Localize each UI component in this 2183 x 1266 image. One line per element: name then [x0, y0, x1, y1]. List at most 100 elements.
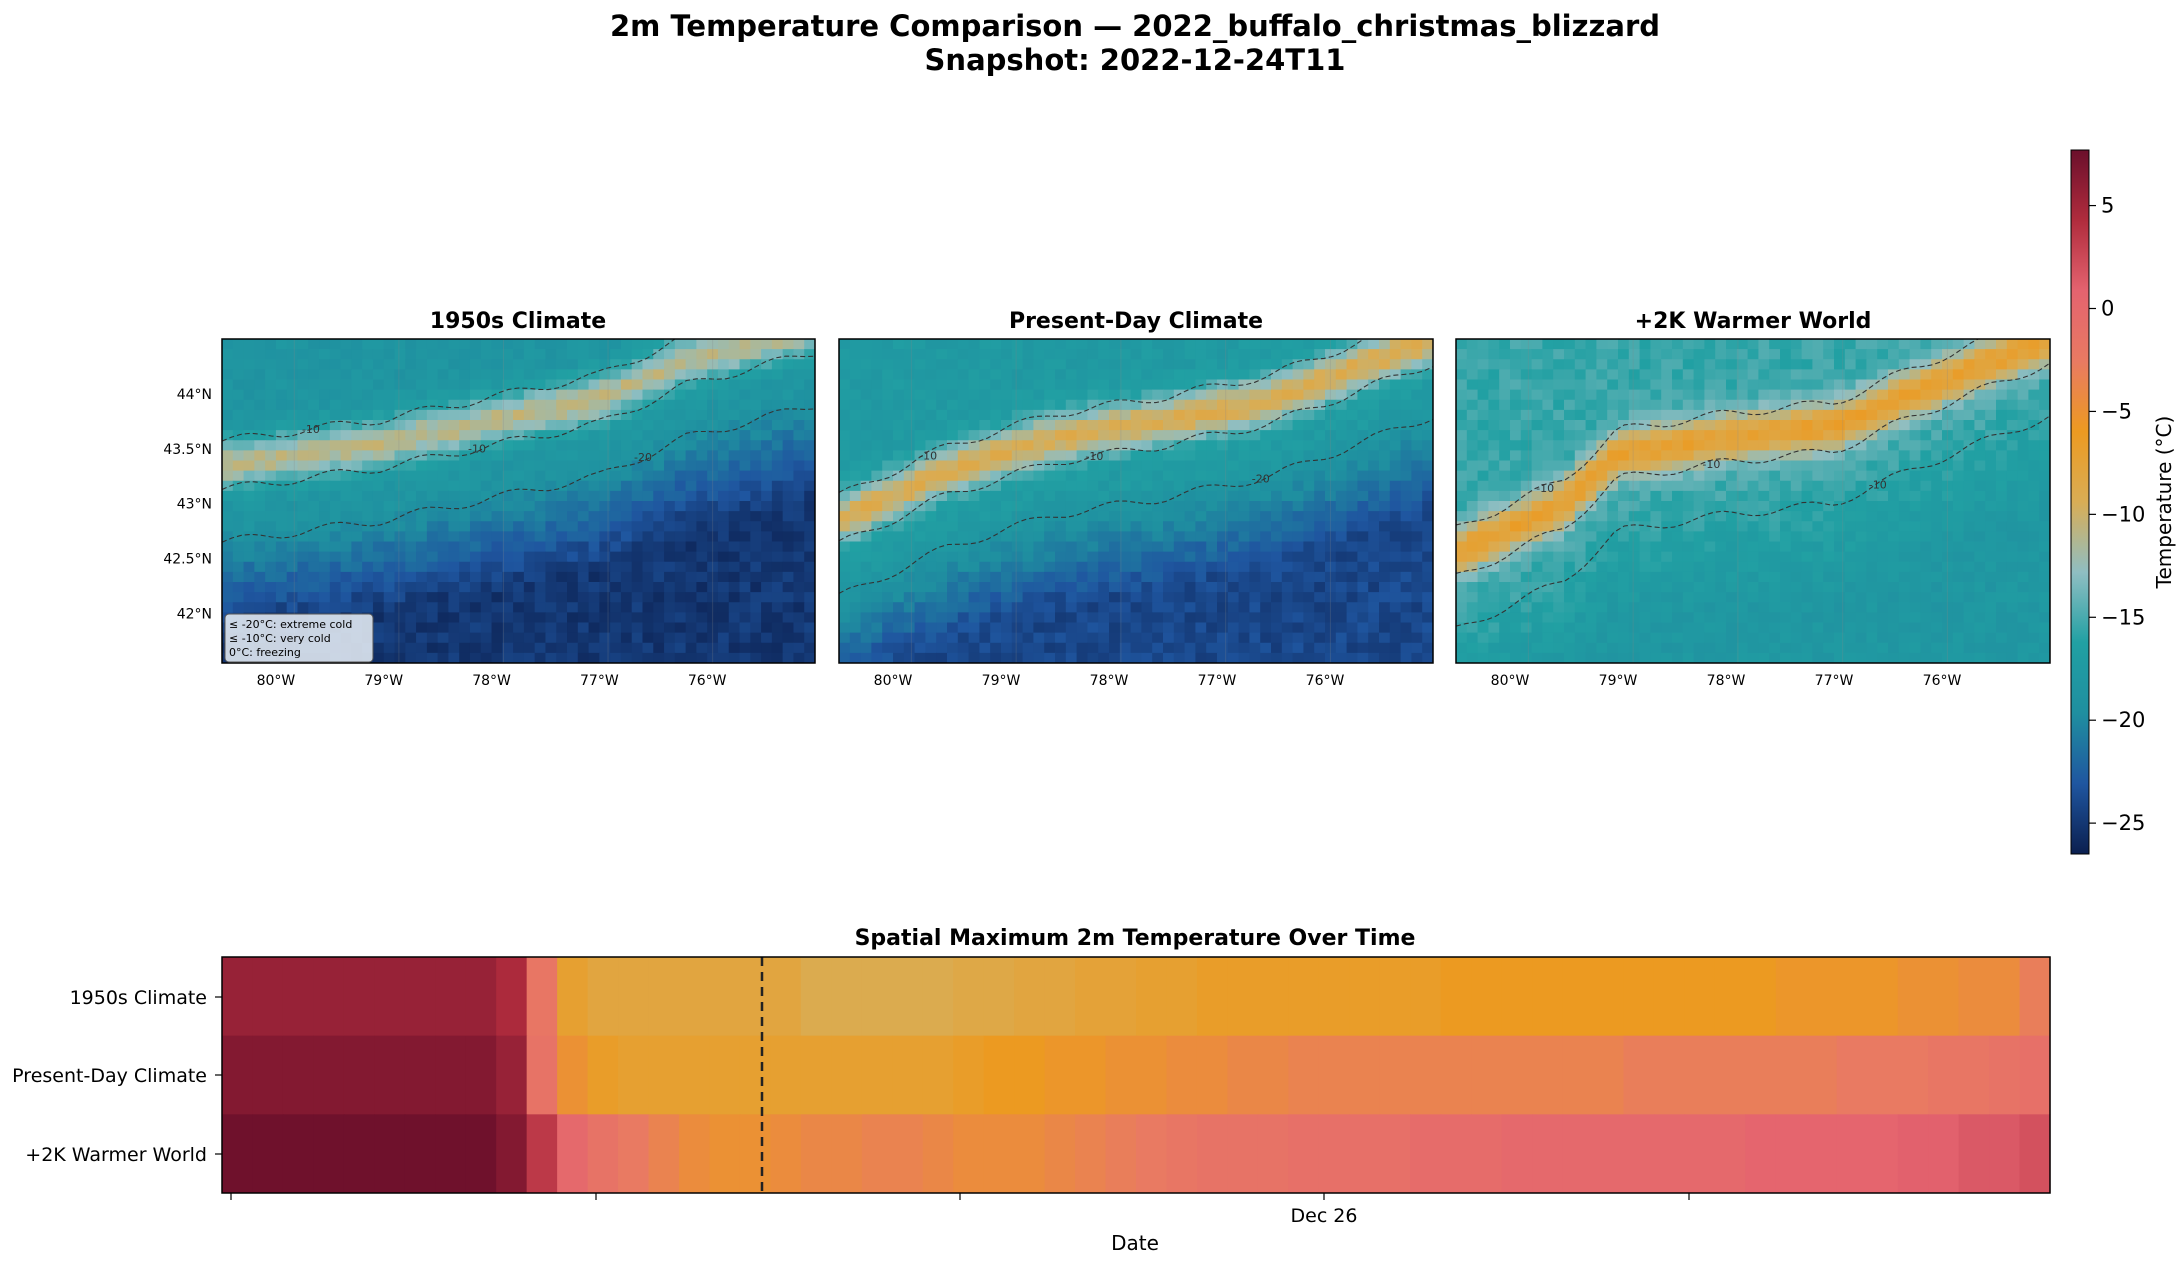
field-cell [1389, 642, 1402, 654]
field-cell [1985, 450, 1997, 462]
field-cell [1098, 359, 1110, 370]
field-cell [1130, 369, 1142, 381]
field-cell [631, 622, 644, 634]
field-cell [1184, 399, 1196, 411]
field-cell [1898, 582, 1911, 593]
field-cell [243, 339, 255, 350]
field-cell [1628, 420, 1641, 431]
field-cell [1346, 399, 1358, 411]
field-cell [340, 592, 352, 603]
field-cell [1801, 592, 1813, 603]
field-cell [957, 541, 970, 553]
field-cell [1844, 501, 1857, 512]
field-cell [1920, 551, 1932, 563]
field-cell [448, 349, 460, 360]
field-cell [642, 490, 654, 502]
field-cell [459, 561, 471, 573]
field-cell [577, 450, 590, 462]
field-cell [1542, 571, 1554, 583]
field-cell [1607, 399, 1619, 411]
field-cell [750, 632, 762, 644]
field-cell [1823, 480, 1835, 492]
field-cell [947, 582, 959, 593]
field-cell [1996, 399, 2008, 411]
field-cell [620, 490, 633, 502]
field-cell [979, 602, 991, 613]
field-cell [254, 450, 266, 462]
field-cell [513, 541, 525, 553]
field-cell [968, 642, 980, 654]
field-cell [534, 420, 547, 431]
field-cell [1130, 399, 1142, 411]
field-cell [1888, 430, 1900, 441]
field-cell [1574, 399, 1587, 411]
field-cell [860, 359, 872, 370]
field-cell [1130, 582, 1142, 593]
field-cell [556, 460, 568, 472]
field-cell [1217, 450, 1229, 462]
field-cell [1141, 592, 1153, 603]
field-cell [286, 602, 299, 613]
field-cell [728, 561, 741, 573]
field-cell [1076, 389, 1088, 401]
field-cell [1379, 592, 1391, 603]
field-cell [394, 632, 406, 644]
field-cell [426, 339, 439, 350]
field-cell [383, 531, 396, 543]
field-cell [448, 470, 460, 482]
field-cell [577, 379, 590, 391]
field-cell [914, 602, 926, 613]
field-cell [556, 359, 568, 370]
field-cell [1898, 501, 1911, 512]
field-cell [1704, 379, 1716, 391]
field-cell [599, 531, 611, 543]
field-cell [1281, 582, 1294, 593]
field-cell [2028, 409, 2040, 421]
field-cell [793, 440, 805, 451]
field-cell [1607, 450, 1619, 462]
field-cell [1801, 490, 1813, 502]
map-x-tick-label: 79°W [982, 673, 1021, 689]
field-cell [2017, 359, 2029, 370]
field-cell [1952, 571, 1965, 583]
field-cell [545, 480, 557, 492]
field-cell [297, 470, 309, 482]
field-cell [1920, 480, 1932, 492]
field-cell [1920, 521, 1932, 532]
field-cell [1184, 339, 1196, 350]
field-cell [1456, 349, 1468, 360]
field-cell [1022, 440, 1034, 451]
field-cell [297, 369, 309, 381]
field-cell [1217, 531, 1229, 543]
field-cell [914, 622, 926, 634]
field-cell [1866, 460, 1878, 472]
field-cell [1780, 592, 1792, 603]
field-cell [1357, 531, 1369, 543]
field-cell [1704, 490, 1716, 502]
field-cell [968, 440, 980, 451]
field-cell [1542, 531, 1554, 543]
contour-label: -10 [468, 443, 486, 456]
field-cell [513, 612, 525, 624]
field-cell [1456, 359, 1468, 370]
field-cell [545, 359, 557, 370]
field-cell [567, 430, 579, 441]
field-cell [1574, 531, 1587, 543]
field-cell [1747, 582, 1759, 593]
field-cell [426, 490, 439, 502]
field-cell [1758, 409, 1770, 421]
field-cell [750, 440, 762, 451]
field-cell [1574, 359, 1587, 370]
field-cell [1292, 571, 1304, 583]
field-cell [1314, 409, 1326, 421]
field-cell [1963, 409, 1975, 421]
field-cell [416, 561, 428, 573]
field-cell [750, 339, 762, 350]
field-cell [1065, 652, 1078, 663]
field-cell [1866, 379, 1878, 391]
field-cell [893, 440, 905, 451]
field-cell [329, 490, 342, 502]
field-cell [1422, 642, 1433, 654]
field-cell [254, 541, 266, 553]
field-cell [448, 571, 460, 583]
